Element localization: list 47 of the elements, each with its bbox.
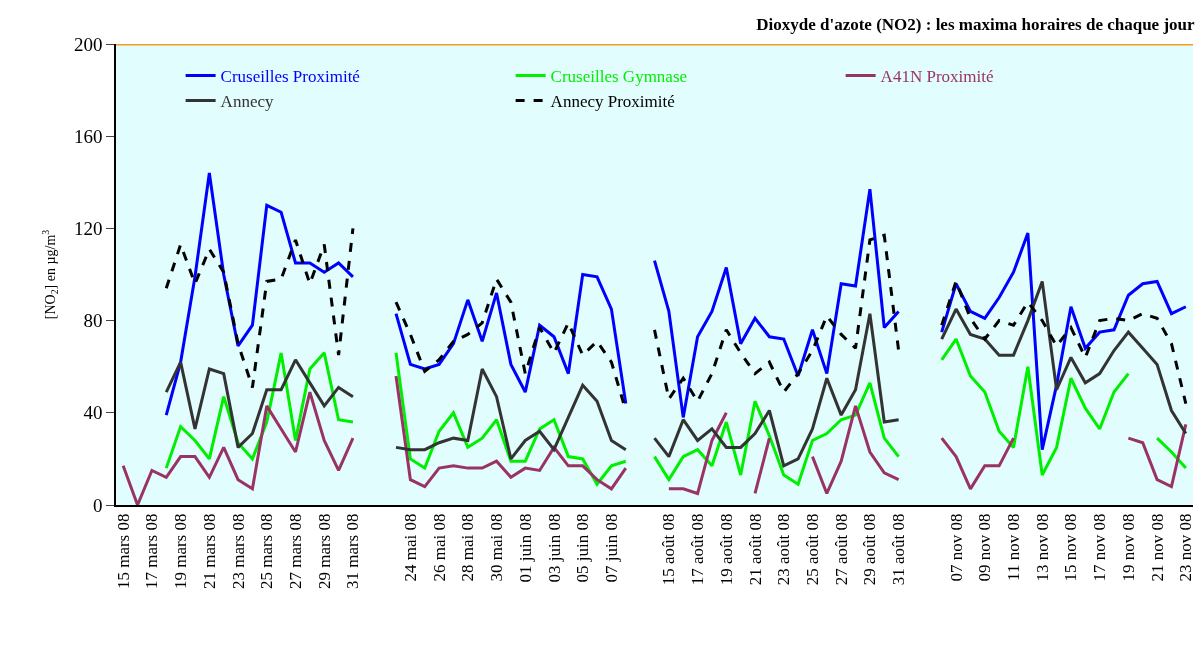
x-tick-label: 23 mars 08 [228,513,248,590]
x-tick-label: 24 mai 08 [400,513,420,582]
x-tick-label: 05 juin 08 [573,513,593,583]
legend-label: Annecy Proximité [550,92,675,112]
x-tick-label: 30 mai 08 [487,513,507,582]
x-tick-label: 25 mars 08 [257,513,277,590]
x-tick-label: 31 mars 08 [343,513,363,590]
x-tick-label: 09 nov 08 [975,513,995,582]
x-tick-label: 19 nov 08 [1118,513,1138,582]
x-tick-label: 15 mars 08 [113,513,133,590]
y-tick-label: 0 [92,494,103,516]
x-tick-label: 23 août 08 [774,513,794,586]
x-tick-label: 17 août 08 [688,513,708,586]
x-tick-label: 07 nov 08 [946,513,966,582]
x-tick-label: 17 mars 08 [142,513,162,590]
x-tick-label: 21 mars 08 [199,513,219,590]
x-tick-label: 07 juin 08 [601,513,621,583]
x-tick-label: 27 mars 08 [286,513,306,590]
y-tick-label: 160 [73,125,103,147]
x-tick-label: 31 août 08 [889,513,909,586]
legend-label: Annecy [220,92,274,112]
legend-label: Cruseilles Gymnase [550,67,688,87]
x-tick-label: 25 août 08 [802,513,822,586]
x-tick-label: 28 mai 08 [458,513,478,582]
x-tick-label: 26 mai 08 [429,513,449,582]
x-tick-label: 21 août 08 [745,513,765,586]
x-tick-label: 19 août 08 [716,513,736,586]
legend-label: A41N Proximité [880,67,994,87]
chart-title: Dioxyde d'azote (NO2) : les maxima horaires de chaque jour [756,14,1196,34]
x-tick-label: 17 nov 08 [1090,513,1110,582]
legend-label: Cruseilles Proximité [220,67,360,87]
x-tick-label: 15 nov 08 [1061,513,1081,582]
x-tick-label: 29 août 08 [860,513,880,586]
x-tick-label: 21 nov 08 [1147,513,1167,582]
x-tick-label: 11 nov 08 [1004,513,1024,581]
x-tick-label: 19 mars 08 [171,513,191,590]
y-tick-label: 80 [83,310,103,332]
y-tick-label: 200 [73,33,103,55]
x-tick-label: 03 juin 08 [544,513,564,583]
x-tick-label: 15 août 08 [659,513,679,586]
x-tick-label: 01 juin 08 [515,513,535,583]
x-tick-label: 29 mars 08 [314,513,334,590]
x-tick-label: 13 nov 08 [1032,513,1052,582]
x-tick-label: 23 nov 08 [1176,513,1196,582]
y-tick-label: 40 [83,402,103,424]
x-tick-label: 27 août 08 [831,513,851,586]
y-tick-label: 120 [73,218,103,240]
